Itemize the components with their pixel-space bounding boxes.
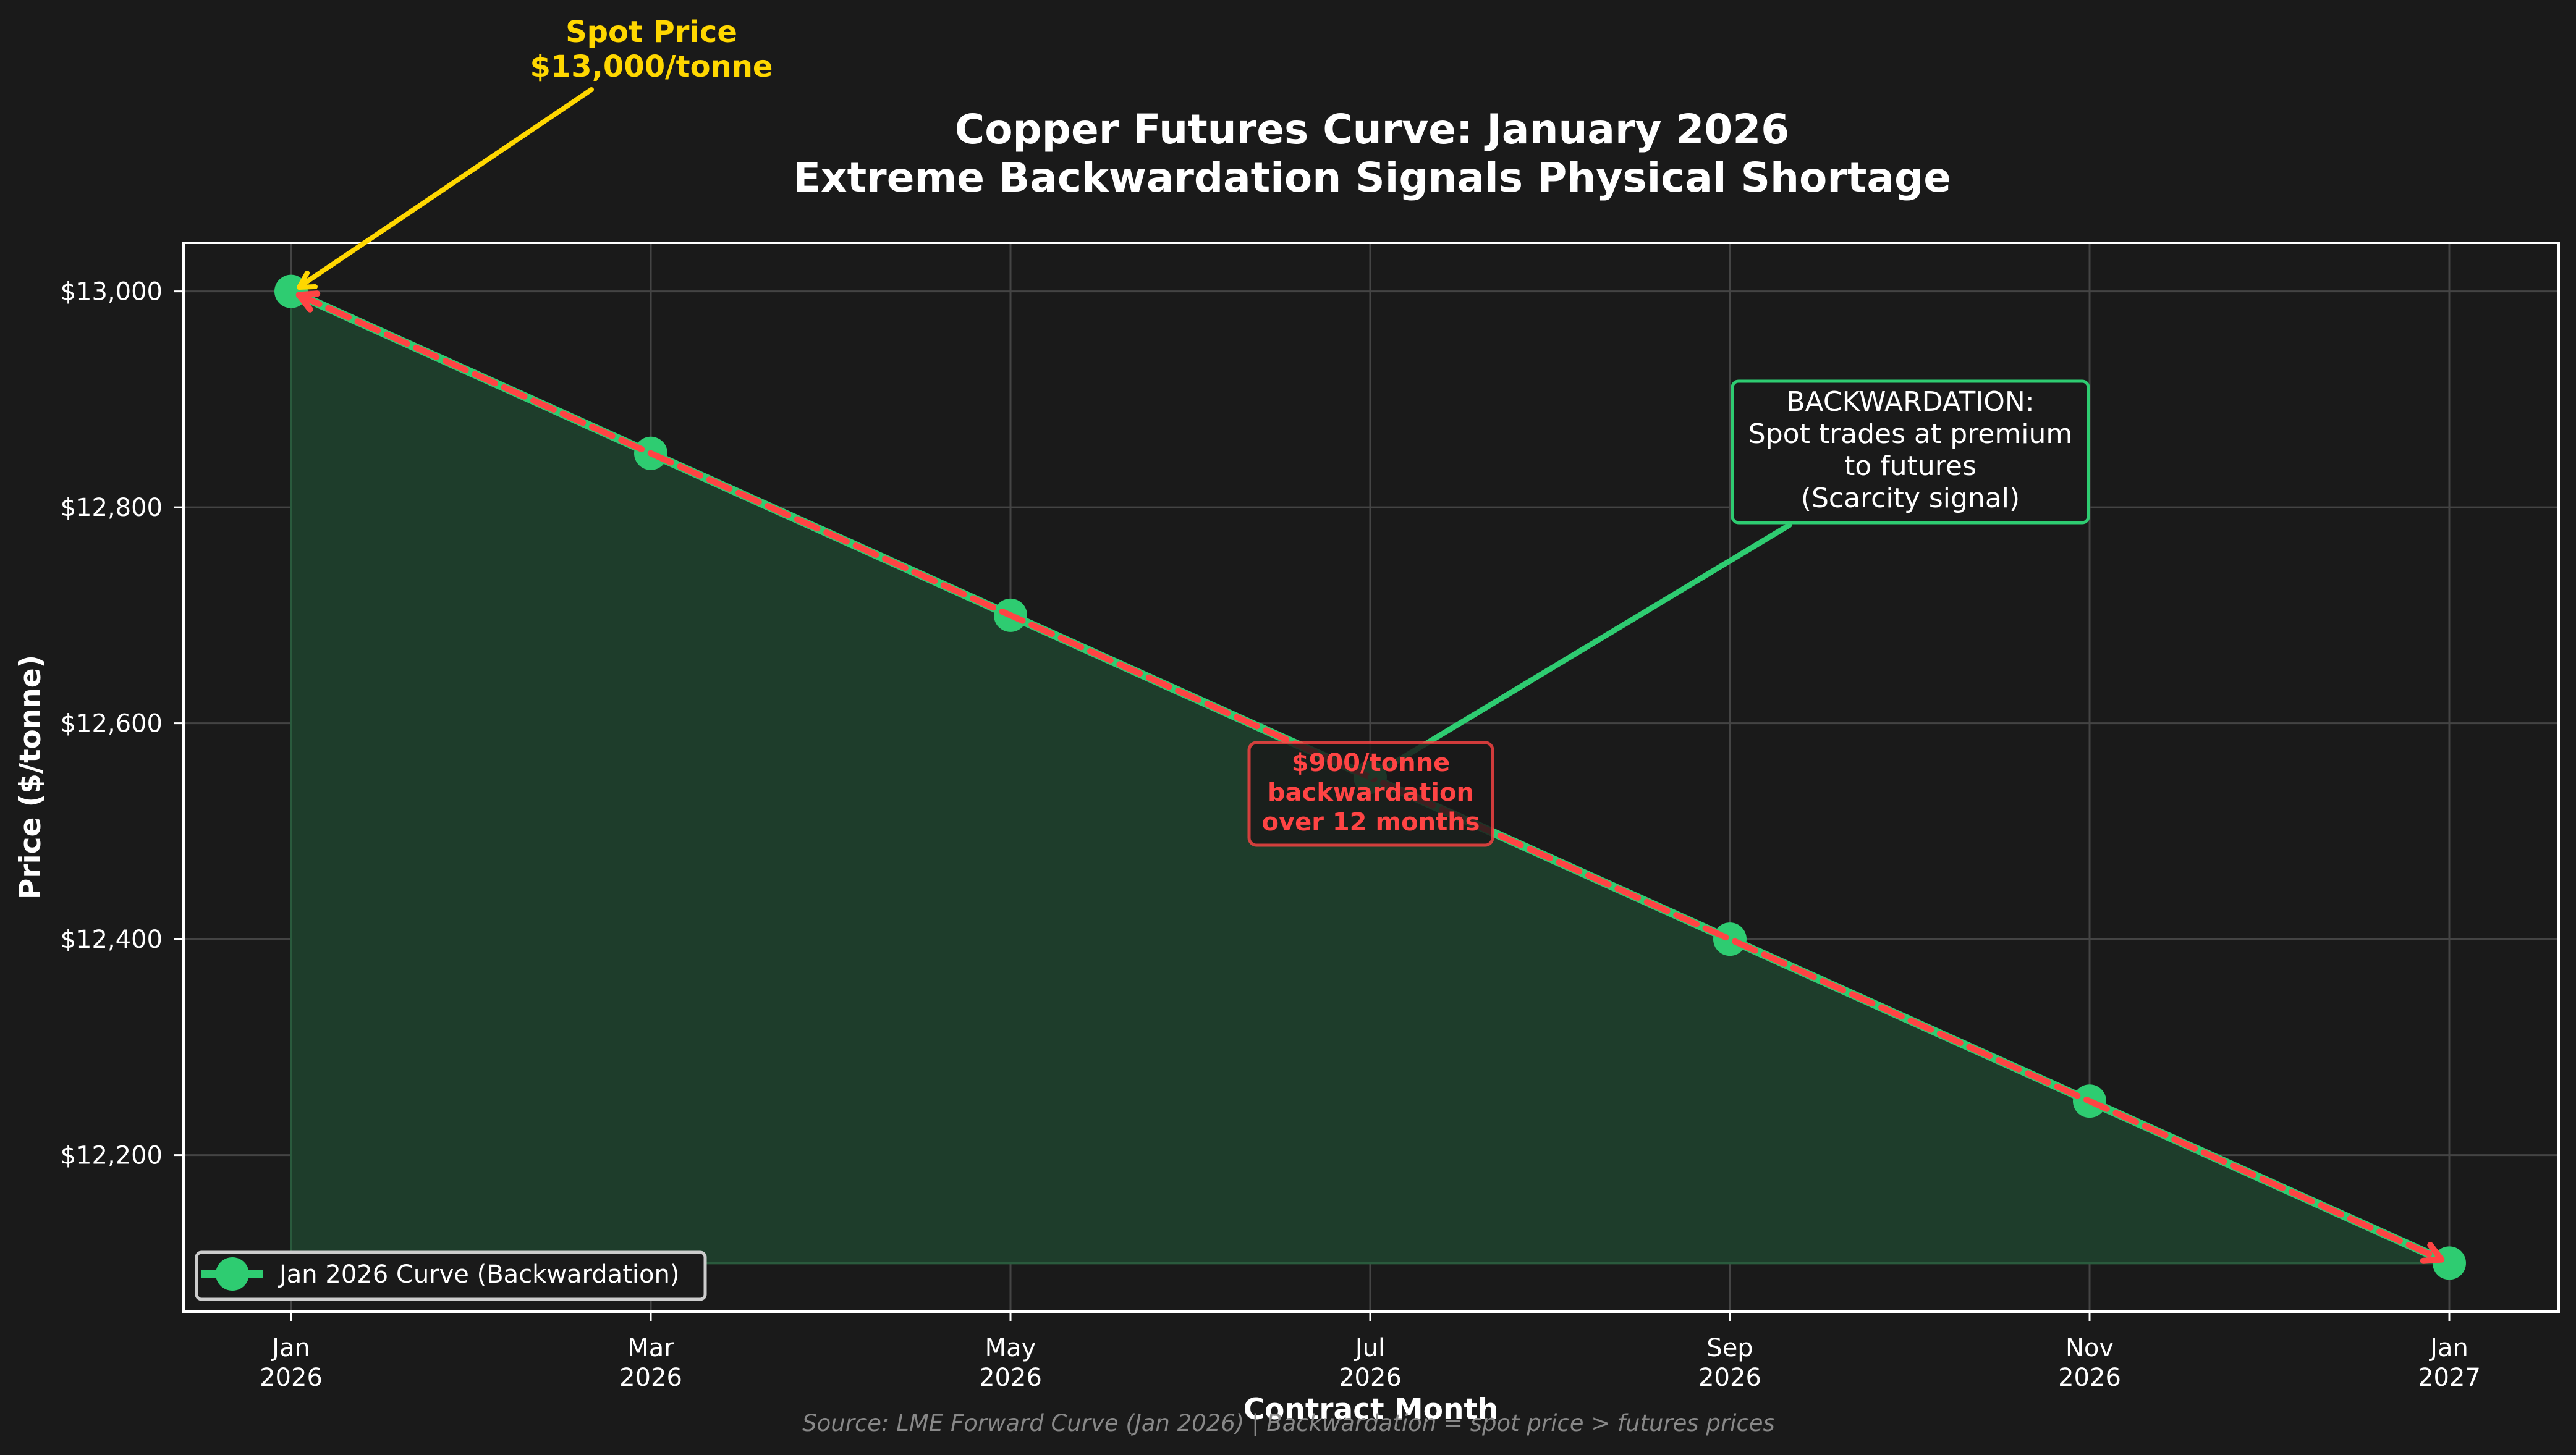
spread-label-box: $900/tonne backwardation over 12 months [1247, 741, 1494, 847]
arrowhead-start-icon [295, 290, 321, 313]
spread-label-line-2: backwardation [1268, 778, 1474, 807]
backwardation-line-3: to futures [1844, 450, 1976, 482]
spread-label-line-1: $900/tonne [1292, 749, 1451, 777]
x-tick-label-month: Jul [1354, 1334, 1385, 1362]
x-tick-label-year: 2026 [619, 1364, 682, 1392]
legend-label: Jan 2026 Curve (Backwardation) [278, 1260, 679, 1289]
x-tick-label-year: 2027 [2418, 1364, 2481, 1392]
source-note: Source: LME Forward Curve (Jan 2026) | B… [802, 1410, 1775, 1436]
y-tick-label: $12,800 [61, 494, 163, 522]
chart-title: Copper Futures Curve: January 2026 [955, 106, 1789, 153]
backwardation-connector [1367, 522, 1792, 780]
x-tick-label-year: 2026 [979, 1364, 1042, 1392]
spot-label-line-1: Spot Price [566, 15, 737, 49]
x-tick-label-year: 2026 [1698, 1364, 1761, 1392]
backwardation-line-2: Spot trades at premium [1748, 418, 2072, 450]
x-tick-label-month: May [985, 1334, 1036, 1362]
legend[interactable]: Jan 2026 Curve (Backwardation) [195, 1250, 707, 1301]
spot-arrowhead-icon [297, 271, 318, 290]
spot-price-annotation: Spot Price $13,000/tonne [297, 15, 773, 290]
spot-label-line-2: $13,000/tonne [530, 49, 773, 84]
backwardation-box: BACKWARDATION: Spot trades at premium to… [1731, 379, 2090, 525]
x-tick-label-year: 2026 [260, 1364, 323, 1392]
legend-marker-icon [216, 1257, 249, 1291]
y-axis: $13,000 $12,800 $12,600 $12,400 $12,200 [61, 278, 184, 1170]
data-point-marker [1713, 922, 1747, 956]
arrowhead-end-icon [2420, 1242, 2445, 1264]
y-tick-label: $12,400 [61, 926, 163, 954]
x-tick-label-year: 2026 [1339, 1364, 1402, 1392]
x-tick-label-month: Nov [2065, 1334, 2114, 1362]
x-tick-label-month: Mar [627, 1334, 674, 1362]
spot-arrow-shaft [298, 87, 594, 289]
x-axis: Jan2026Mar2026May2026Jul2026Sep2026Nov20… [260, 1312, 2481, 1392]
plot-area: $900/tonne backwardation over 12 months … [182, 242, 2560, 1313]
backwardation-line-4: (Scarcity signal) [1801, 483, 2020, 514]
x-axis-label: Contract Month [1244, 1393, 1499, 1427]
x-tick-label-year: 2026 [2058, 1364, 2121, 1392]
spread-label-line-3: over 12 months [1262, 808, 1480, 837]
y-tick-label: $12,600 [61, 710, 163, 738]
y-tick-label: $13,000 [61, 278, 163, 306]
chart-subtitle: Extreme Backwardation Signals Physical S… [793, 154, 1951, 201]
x-tick-label-month: Sep [1706, 1334, 1753, 1362]
x-tick-label-month: Jan [270, 1334, 310, 1362]
y-axis-label: Price ($/tonne) [14, 655, 48, 900]
backwardation-line-1: BACKWARDATION: [1786, 386, 2034, 418]
x-tick-label-month: Jan [2428, 1334, 2468, 1362]
y-tick-label: $12,200 [61, 1142, 163, 1170]
